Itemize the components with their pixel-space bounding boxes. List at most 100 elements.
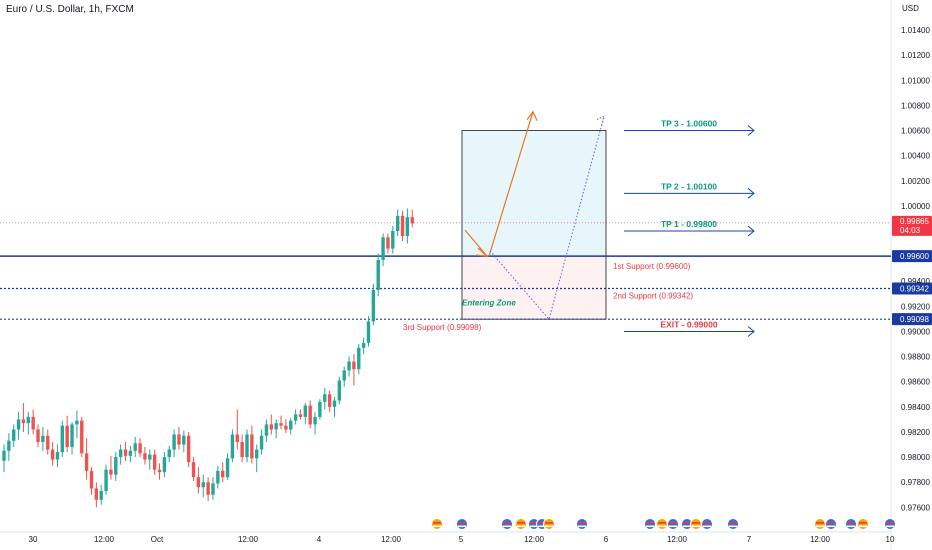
entering-zone-label: Entering Zone: [462, 299, 516, 308]
event-flag-stripe: [703, 522, 711, 524]
candle-body: [230, 434, 235, 459]
exit-label: EXIT - 0.99000: [660, 319, 717, 329]
candle-body: [405, 217, 410, 237]
event-flag-icon[interactable]: [727, 518, 739, 530]
candle-body: [274, 423, 278, 430]
event-flag-icon[interactable]: [825, 518, 837, 530]
event-flag-icon[interactable]: [576, 518, 588, 530]
event-flag-icon[interactable]: [501, 518, 513, 530]
candle-body: [172, 434, 176, 450]
candle-body: [152, 454, 157, 470]
event-flag-icon[interactable]: [884, 518, 896, 530]
candle-body: [211, 483, 215, 495]
event-flag-icon[interactable]: [690, 518, 702, 530]
event-flag-stripe: [458, 522, 466, 524]
candle-body: [347, 361, 351, 371]
candle-body: [269, 424, 273, 430]
candle-body: [80, 420, 84, 454]
event-flag-stripe: [658, 525, 666, 528]
event-flag-stripe: [578, 522, 586, 524]
take-profit-label-3: TP 3 - 1.00600: [661, 119, 717, 129]
event-flag-icon[interactable]: [644, 518, 656, 530]
event-flag-stripe: [517, 525, 525, 528]
projection-up-arrow: [488, 111, 534, 257]
event-flag-icon[interactable]: [543, 518, 555, 530]
candle-body: [357, 347, 361, 370]
candle-body: [201, 482, 205, 488]
candle-body: [259, 435, 264, 450]
candle-body: [55, 452, 60, 460]
time-tick-label: 7: [747, 535, 752, 544]
candle-body: [400, 215, 405, 237]
time-tick-label: 12:00: [810, 535, 831, 544]
candle-body: [186, 435, 191, 463]
candle-body: [323, 394, 327, 402]
event-flag-icon[interactable]: [656, 518, 668, 530]
event-flag-stripe: [827, 522, 835, 524]
candle-body: [395, 215, 400, 231]
support-level-badge: [892, 313, 932, 326]
event-flag-stripe: [847, 525, 855, 528]
candle-body: [284, 425, 288, 430]
event-flag-icon[interactable]: [701, 518, 713, 530]
candle-body: [31, 416, 35, 430]
price-tick-label: 1.00800: [901, 101, 930, 110]
candle-body: [313, 416, 317, 425]
event-flag-icon[interactable]: [857, 518, 869, 530]
candle-body: [114, 457, 118, 475]
support-level-badge-text: 0.99098: [900, 315, 929, 324]
event-flag-stripe: [458, 525, 466, 528]
current-price-value: 0.99865: [900, 217, 929, 226]
candle-body: [371, 290, 376, 322]
event-flag-icon[interactable]: [845, 518, 857, 530]
candle-body: [167, 449, 171, 458]
candle-body: [293, 414, 298, 421]
price-tick-label: 1.00400: [901, 152, 930, 161]
candle-body: [250, 434, 254, 459]
position-profit-area: [462, 130, 606, 257]
candle-body: [206, 482, 210, 495]
candle-body: [2, 450, 6, 461]
candle-body: [245, 434, 249, 458]
current-price-countdown: 04:03: [900, 226, 921, 235]
event-flag-stripe: [433, 525, 441, 528]
chart-title: Euro / U.S. Dollar, 1h, FXCM: [6, 4, 134, 15]
candle-body: [216, 470, 220, 484]
event-flag-icon[interactable]: [431, 518, 443, 530]
time-tick-label: 12:00: [94, 535, 115, 544]
candle-body: [118, 449, 123, 458]
candle-body: [240, 442, 244, 458]
target-arrowhead: [747, 125, 755, 136]
candle-body: [386, 237, 390, 249]
projection-dotted-arrowhead: [596, 115, 605, 125]
time-tick-label: 12:00: [667, 535, 688, 544]
candle-body: [75, 420, 79, 425]
time-tick-label: 12:00: [381, 535, 402, 544]
event-flag-icon[interactable]: [515, 518, 527, 530]
candle-body: [332, 400, 337, 407]
candle-body: [157, 469, 162, 473]
take-profit-label-2: TP 2 - 1.00100: [661, 181, 717, 191]
candle-body: [410, 217, 414, 224]
event-flag-icon[interactable]: [667, 518, 679, 530]
time-tick-label: 6: [604, 535, 609, 544]
event-flag-stripe: [538, 525, 546, 528]
target-arrowhead: [747, 225, 755, 237]
candle-body: [7, 440, 11, 451]
event-flag-stripe: [503, 525, 511, 528]
target-arrowhead: [747, 187, 755, 199]
candle-body: [235, 434, 239, 443]
projection-pullback-arrowhead: [475, 247, 489, 257]
candle-body: [182, 435, 186, 445]
event-flag-stripe: [658, 522, 666, 524]
candle-body: [361, 342, 366, 348]
event-flag-icon[interactable]: [456, 518, 468, 530]
event-flag-stripe: [646, 522, 654, 524]
candle-body: [128, 450, 133, 456]
event-flag-icon[interactable]: [814, 518, 826, 530]
target-arrowhead: [747, 326, 755, 337]
time-tick-label: 10: [886, 535, 895, 544]
candle-body: [26, 416, 30, 424]
